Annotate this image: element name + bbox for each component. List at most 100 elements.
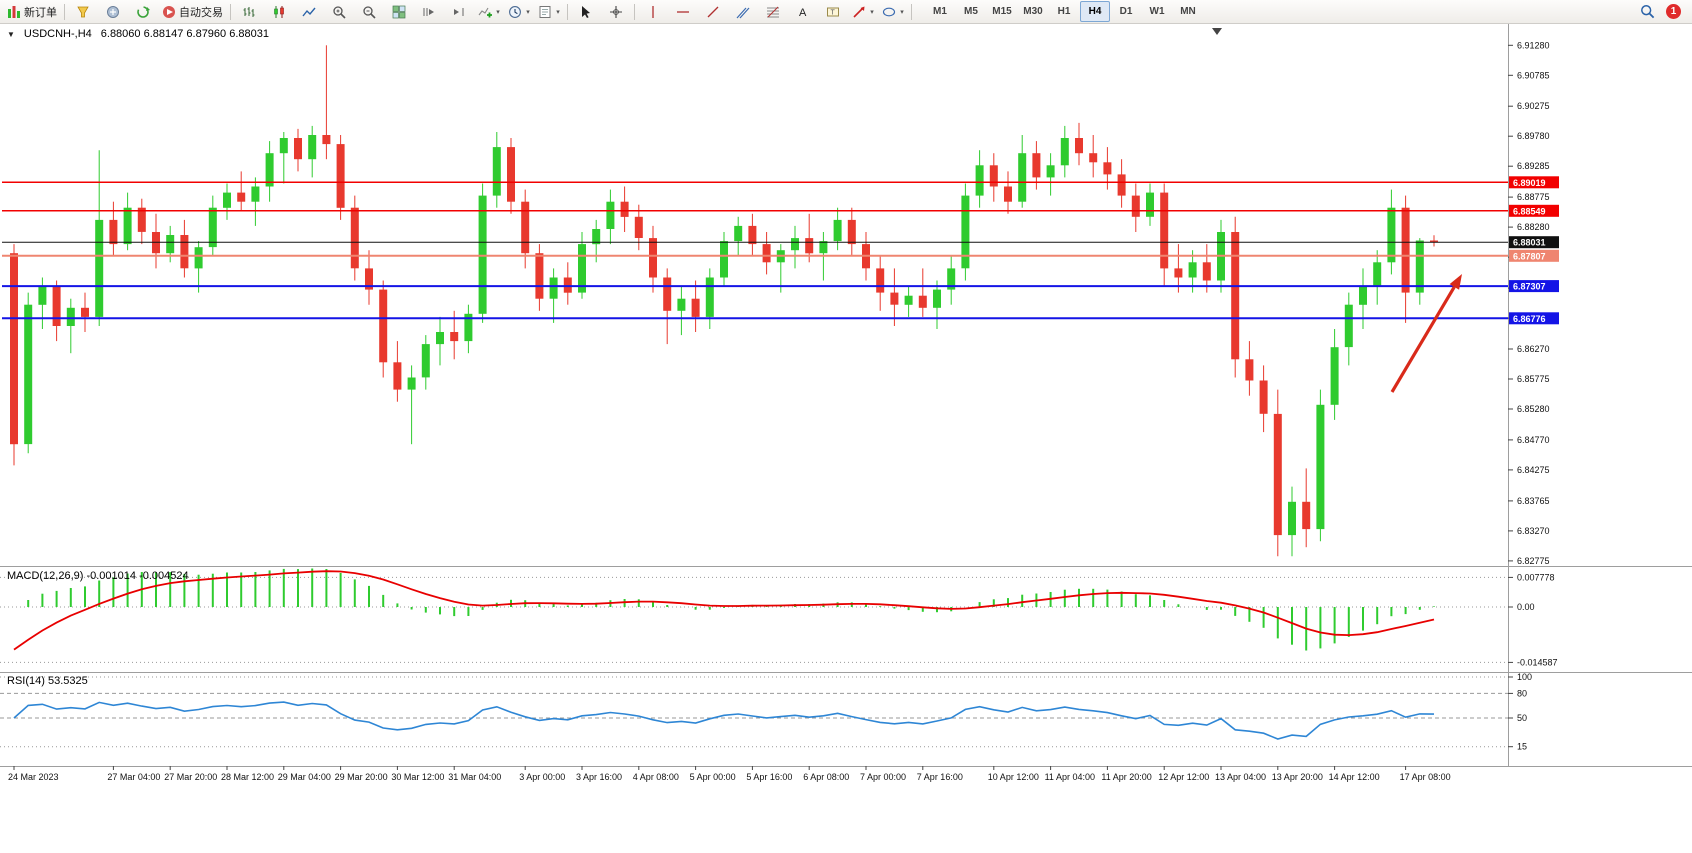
svg-text:T: T (831, 9, 836, 16)
ellipse-shape-icon (883, 7, 896, 16)
price-axis-tick: 6.82775 (1517, 556, 1550, 566)
timeframe-h1-button[interactable]: H1 (1057, 6, 1071, 17)
trendline-button[interactable] (698, 1, 728, 23)
chevron-down-icon: ▾ (900, 8, 904, 16)
macd-axis-tick: 0.00 (1517, 602, 1535, 612)
periods-button[interactable]: ▾ (504, 1, 534, 23)
profiles-icon (107, 5, 119, 18)
fibonacci-button[interactable] (758, 1, 788, 23)
bar-chart-button[interactable] (234, 1, 264, 23)
timeframe-m5-button[interactable]: M5 (964, 6, 978, 17)
time-axis-label: 27 Mar 04:00 (107, 772, 160, 782)
price-axis-tick: 6.89780 (1517, 131, 1550, 141)
level-price-label: 6.87807 (1513, 251, 1546, 261)
trendline-icon (707, 6, 719, 17)
time-axis-label: 27 Mar 20:00 (164, 772, 217, 782)
timeframe-m1-button[interactable]: M1 (933, 6, 947, 17)
shapes-button[interactable]: ▾ (878, 1, 908, 23)
price-axis-tick: 6.83765 (1517, 496, 1550, 506)
templates-button[interactable]: ▾ (534, 1, 564, 23)
autotrade-button[interactable]: 自动交易 (158, 1, 227, 23)
notification-badge[interactable]: 1 (1666, 4, 1681, 19)
price-axis-tick: 6.86270 (1517, 344, 1550, 354)
chart-canvas[interactable]: 6.91280 6.90785 6.90275 6.89780 6.89285 6.887… (0, 24, 1692, 848)
timeframe-h4-button[interactable]: H4 (1080, 1, 1110, 22)
time-axis-label: 24 Mar 2023 (8, 772, 59, 782)
crosshair-icon (610, 5, 622, 18)
channel-button[interactable] (728, 1, 758, 23)
level-price-label: 6.89019 (1513, 178, 1546, 188)
toolbar-separator (634, 3, 635, 20)
toolbar-separator (230, 3, 231, 20)
annotation-arrow-head (1449, 274, 1462, 290)
zoom-out-button[interactable] (354, 1, 384, 23)
chart-title: ▼ USDCNH-,H4 6.88060 6.88147 6.87960 6.8… (7, 28, 269, 40)
horizontal-line-button[interactable] (668, 1, 698, 23)
timeframe-m15-button[interactable]: M15 (992, 6, 1012, 17)
macd-axis-tick: -0.014587 (1517, 657, 1558, 667)
line-chart-button[interactable] (294, 1, 324, 23)
time-axis-label: 11 Apr 20:00 (1101, 772, 1151, 782)
rsi-axis-tick: 15 (1517, 742, 1527, 752)
new-order-label: 新订单 (24, 6, 57, 19)
time-axis-label: 6 Apr 08:00 (803, 772, 849, 782)
timeframe-m30-button[interactable]: M30 (1023, 6, 1043, 17)
arrows-tool-button[interactable]: ▾ (848, 1, 878, 23)
chart-window[interactable]: ▼ USDCNH-,H4 6.88060 6.88147 6.87960 6.8… (0, 24, 1692, 848)
vertical-line-button[interactable] (638, 1, 668, 23)
tile-windows-button[interactable] (384, 1, 414, 23)
candlestick-chart-icon (274, 5, 284, 18)
time-axis-label: 7 Apr 16:00 (917, 772, 963, 782)
refresh-icon (137, 5, 150, 18)
cursor-button[interactable] (571, 1, 601, 23)
auto-scroll-icon (423, 7, 434, 16)
auto-scroll-button[interactable] (414, 1, 444, 23)
level-price-box (1509, 176, 1559, 189)
new-chart-button[interactable] (68, 1, 98, 23)
timeframe-mn-button[interactable]: MN (1180, 6, 1196, 17)
price-axis-tick: 6.91280 (1517, 40, 1550, 50)
line-chart-icon (302, 7, 316, 16)
new-chart-icon (77, 6, 89, 17)
add-indicator-button[interactable]: ▾ (474, 1, 504, 23)
profiles-button[interactable] (98, 1, 128, 23)
chevron-down-icon: ▾ (526, 8, 530, 16)
zoom-in-button[interactable] (324, 1, 354, 23)
time-axis-label: 17 Apr 08:00 (1400, 772, 1451, 782)
chart-shift-button[interactable] (444, 1, 474, 23)
time-axis-label: 31 Mar 04:00 (448, 772, 501, 782)
annotation-arrow[interactable] (1390, 286, 1456, 393)
candlestick-chart-button[interactable] (264, 1, 294, 23)
level-price-box (1509, 280, 1559, 293)
price-axis-tick: 6.88775 (1517, 192, 1550, 202)
time-axis-label: 12 Apr 12:00 (1158, 772, 1209, 782)
level-price-label: 6.87307 (1513, 282, 1546, 292)
search-button[interactable] (1632, 1, 1662, 23)
text-button[interactable]: A (788, 1, 818, 23)
tile-windows-icon (392, 5, 406, 18)
macd-signal-line (13, 570, 1435, 651)
level-price-box (1509, 312, 1559, 325)
time-axis-label: 5 Apr 00:00 (690, 772, 736, 782)
time-axis-label: 10 Apr 12:00 (988, 772, 1039, 782)
arrow-tool-icon (853, 6, 865, 18)
text-label-button[interactable]: T (818, 1, 848, 23)
autotrade-icon (163, 5, 175, 18)
toolbar-separator (911, 3, 912, 20)
timeframe-w1-button[interactable]: W1 (1149, 6, 1165, 17)
vertical-line-icon (652, 5, 654, 18)
new-order-button[interactable]: 新订单 (3, 1, 61, 23)
add-indicator-icon (478, 7, 493, 17)
one-click-trading-toggle-icon[interactable]: ▼ (7, 29, 15, 39)
time-axis-label: 4 Apr 08:00 (633, 772, 679, 782)
timeframe-d1-button[interactable]: D1 (1119, 6, 1133, 17)
new-order-icon (8, 5, 20, 18)
refresh-button[interactable] (128, 1, 158, 23)
chart-symbol-period: USDCNH-,H4 (23, 28, 92, 40)
crosshair-button[interactable] (601, 1, 631, 23)
cursor-icon (582, 5, 590, 18)
zoom-out-icon (363, 5, 376, 19)
chart-shift-marker-icon[interactable] (1212, 28, 1222, 35)
candlestick-series (10, 45, 1438, 557)
price-axis-tick: 6.85775 (1517, 374, 1550, 384)
